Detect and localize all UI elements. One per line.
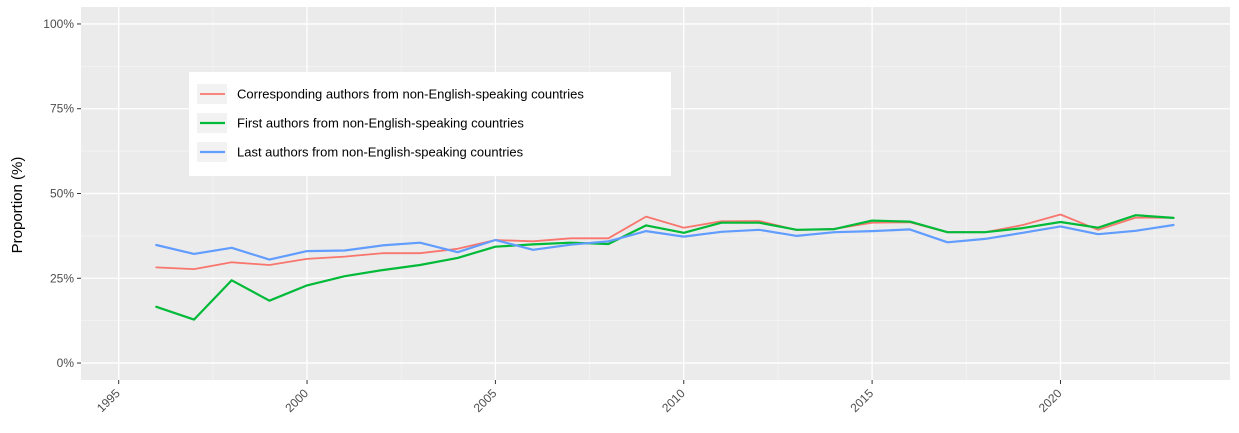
series-lines <box>155 213 1175 321</box>
legend-entry-label: Corresponding authors from non-English-s… <box>237 87 584 102</box>
x-tick-label: 2010 <box>659 386 688 415</box>
y-tick-label: 50% <box>50 187 74 201</box>
legend: Corresponding authors from non-English-s… <box>189 72 671 176</box>
x-tick-label: 1995 <box>94 386 123 415</box>
y-axis-title: Proportion (%) <box>9 157 26 254</box>
x-tick-label: 2015 <box>847 386 876 415</box>
legend-entry-label: First authors from non-English-speaking … <box>237 116 524 131</box>
series-line-2 <box>155 214 1175 321</box>
legend-box <box>189 72 671 176</box>
series-line-1 <box>155 213 1175 271</box>
x-tick-label: 2000 <box>282 386 311 415</box>
y-tick-label: 25% <box>50 271 74 285</box>
y-axis: 0% 25% 50% 75% 100% <box>43 17 81 370</box>
x-tick-label: 2005 <box>471 386 500 415</box>
series-line-3 <box>155 223 1175 261</box>
legend-entry-label: Last authors from non-English-speaking c… <box>237 145 524 160</box>
y-tick-label: 0% <box>57 356 75 370</box>
y-tick-label: 100% <box>43 17 74 31</box>
x-tick-label: 2020 <box>1036 386 1065 415</box>
x-axis: 1995 2000 2005 2010 2015 2020 <box>94 380 1065 415</box>
y-tick-label: 75% <box>50 102 74 116</box>
